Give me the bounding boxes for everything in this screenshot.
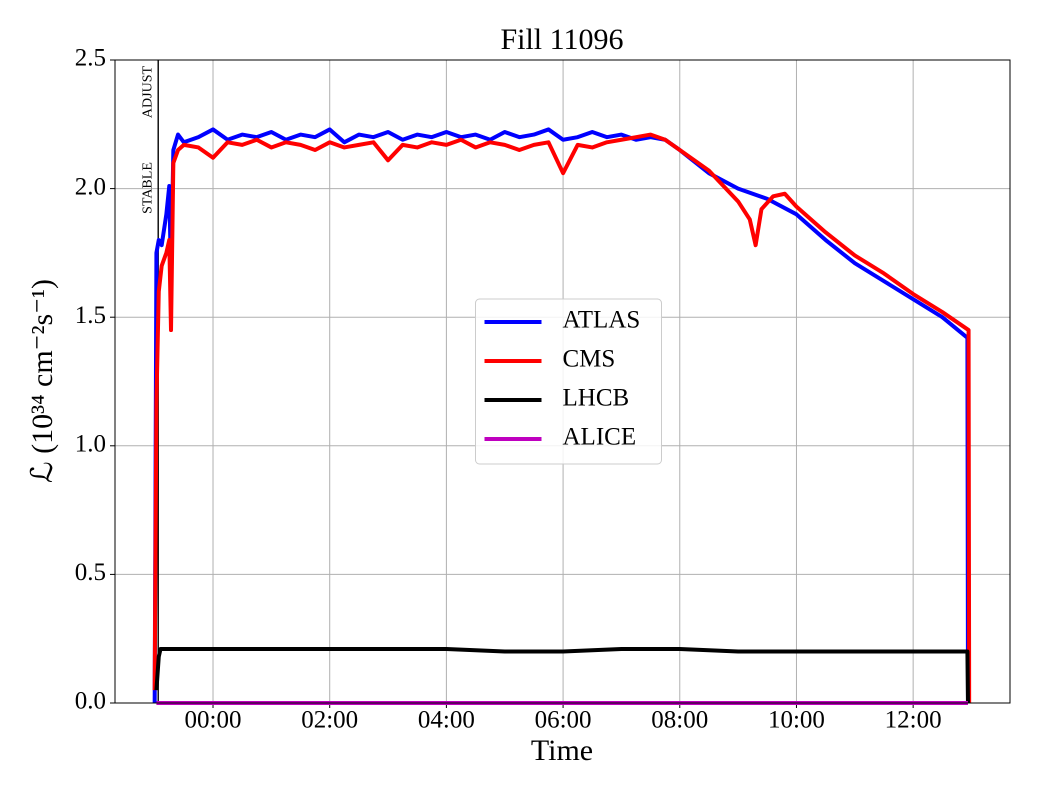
x-tick-label: 06:00 bbox=[535, 707, 592, 734]
x-tick-label: 02:00 bbox=[301, 707, 358, 734]
annotation-label: ADJUST bbox=[140, 65, 155, 118]
annotation-label: STABLE bbox=[140, 162, 155, 214]
legend-box bbox=[475, 298, 662, 465]
y-tick-label: 1.0 bbox=[75, 431, 106, 458]
x-tick-label: 04:00 bbox=[418, 707, 475, 734]
x-tick-label: 08:00 bbox=[651, 707, 708, 734]
y-tick-label: 0.5 bbox=[75, 559, 106, 586]
legend-label: LHCB bbox=[563, 385, 630, 412]
legend-label: ALICE bbox=[563, 424, 637, 451]
series-line bbox=[154, 646, 970, 704]
x-axis-label: Time bbox=[531, 734, 593, 767]
x-tick-label: 12:00 bbox=[885, 707, 942, 734]
chart-title: Fill 11096 bbox=[500, 23, 623, 56]
legend-label: CMS bbox=[563, 346, 616, 373]
x-tick-label: 10:00 bbox=[768, 707, 825, 734]
y-tick-label: 1.5 bbox=[75, 302, 106, 329]
y-axis-label: ℒ (10³⁴ cm⁻²s⁻¹) bbox=[26, 279, 59, 483]
plot-frame bbox=[114, 59, 1011, 704]
series-line bbox=[152, 127, 970, 704]
legend-label: ATLAS bbox=[563, 307, 641, 334]
legend: ATLAS CMS LHCB ALICE bbox=[475, 298, 662, 465]
y-tick-label: 2.0 bbox=[75, 173, 106, 200]
series-line bbox=[152, 132, 972, 704]
y-tick-label: 2.5 bbox=[75, 45, 106, 72]
y-tick-label: 0.0 bbox=[75, 688, 106, 715]
x-tick-label: 00:00 bbox=[185, 707, 242, 734]
